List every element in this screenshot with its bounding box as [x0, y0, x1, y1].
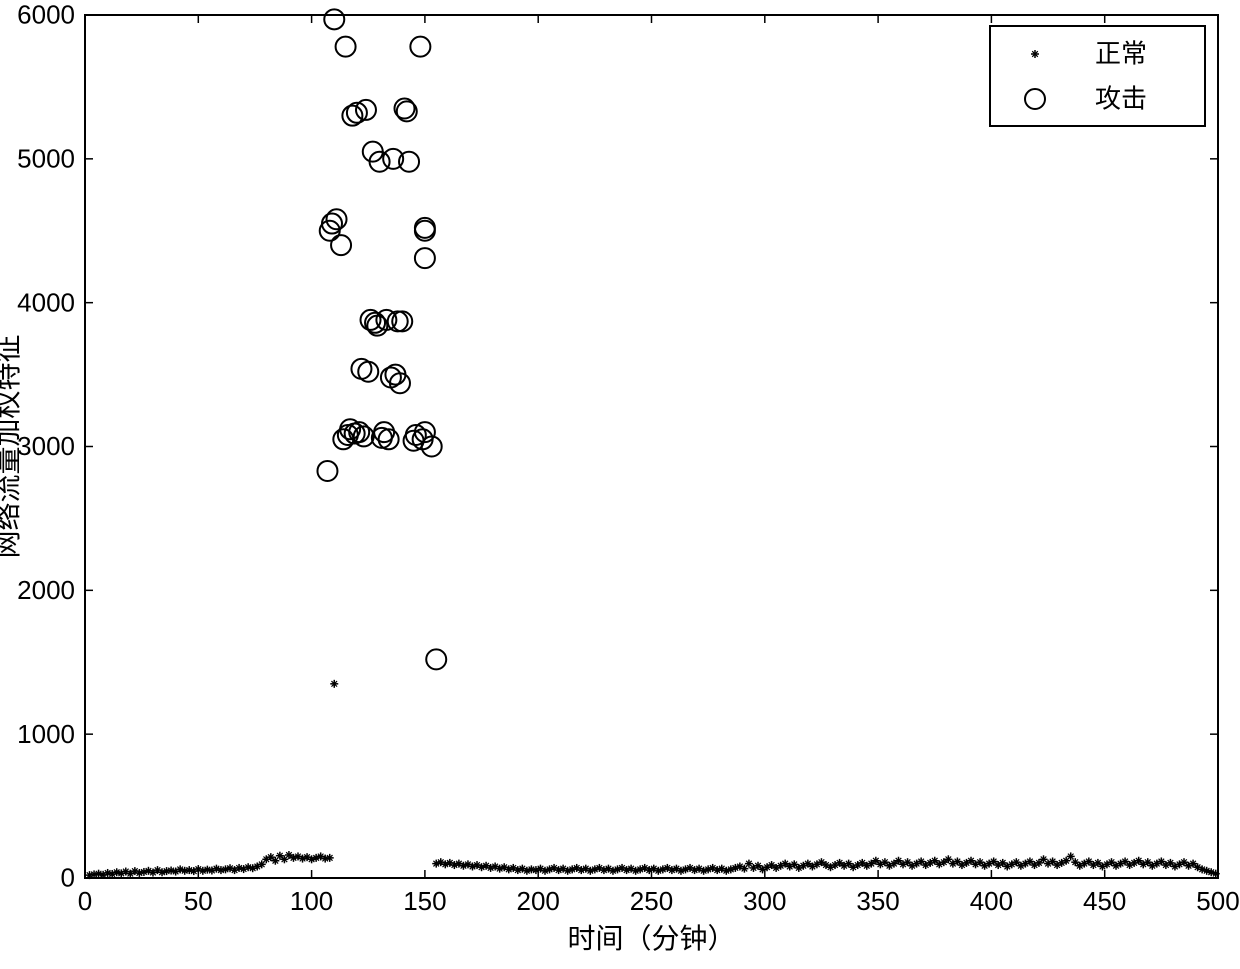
ytick-label: 2000 — [17, 575, 75, 605]
marker-star — [881, 858, 889, 866]
marker-star — [1180, 858, 1188, 866]
xtick-label: 400 — [970, 886, 1013, 916]
xtick-label: 250 — [630, 886, 673, 916]
xtick-label: 450 — [1083, 886, 1126, 916]
xtick-label: 50 — [184, 886, 213, 916]
marker-star — [894, 857, 902, 865]
marker-star — [790, 860, 798, 868]
ytick-label: 5000 — [17, 144, 75, 174]
chart-container: 0501001502002503003504004505000100020003… — [0, 0, 1240, 964]
marker-star — [845, 860, 853, 868]
ytick-label: 3000 — [17, 431, 75, 461]
xtick-label: 100 — [290, 886, 333, 916]
plot-area — [85, 15, 1218, 878]
ytick-label: 1000 — [17, 719, 75, 749]
xtick-label: 0 — [78, 886, 92, 916]
xtick-label: 300 — [743, 886, 786, 916]
marker-star — [999, 859, 1007, 867]
marker-star — [872, 857, 880, 865]
marker-star — [976, 858, 984, 866]
xlabel: 时间（分钟） — [567, 923, 735, 955]
marker-star — [917, 857, 925, 865]
legend-label: 正常 — [1095, 40, 1147, 69]
ytick-label: 6000 — [17, 0, 75, 30]
xtick-label: 200 — [517, 886, 560, 916]
marker-star — [967, 857, 975, 865]
ytick-label: 4000 — [17, 287, 75, 317]
marker-star — [931, 857, 939, 865]
marker-star — [330, 680, 338, 688]
xtick-label: 500 — [1196, 886, 1239, 916]
marker-star — [326, 854, 334, 862]
marker-star — [276, 852, 284, 860]
marker-star — [1212, 870, 1220, 878]
marker-star — [1026, 857, 1034, 865]
ylabel: 网络流量加权特征 — [0, 334, 24, 558]
marker-star — [267, 853, 275, 861]
marker-star — [1012, 858, 1020, 866]
marker-star — [1121, 857, 1129, 865]
marker-star — [754, 862, 762, 870]
marker-star — [904, 858, 912, 866]
xtick-label: 150 — [403, 886, 446, 916]
legend: 正常攻击 — [990, 26, 1205, 126]
xtick-label: 350 — [856, 886, 899, 916]
marker-star — [953, 857, 961, 865]
ytick-label: 0 — [61, 863, 75, 893]
scatter-chart: 0501001502002503003504004505000100020003… — [0, 0, 1240, 964]
marker-star — [1031, 50, 1039, 58]
marker-star — [990, 857, 998, 865]
legend-label: 攻击 — [1095, 85, 1147, 114]
